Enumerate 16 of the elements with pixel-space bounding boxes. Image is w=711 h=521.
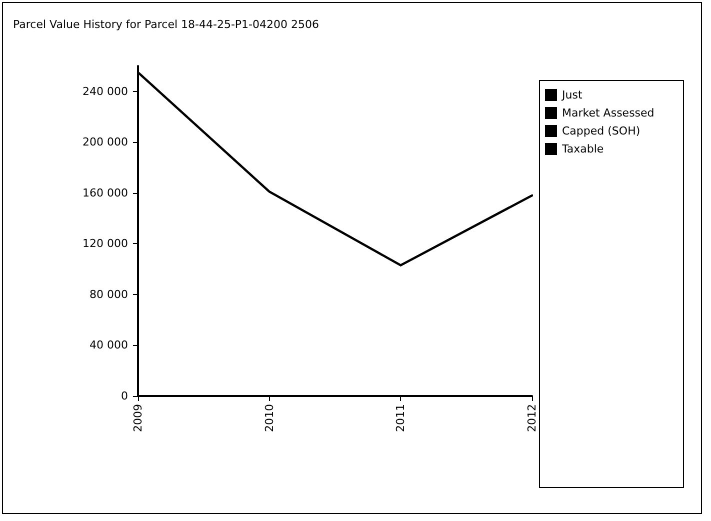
y-tick-label: 240 000 <box>82 84 128 98</box>
x-tick-label: 2012 <box>526 404 538 432</box>
x-tick-label: 2010 <box>262 404 276 432</box>
y-tick-label: 40 000 <box>90 338 128 352</box>
y-tick-label: 0 <box>121 390 128 402</box>
y-tick-label: 120 000 <box>82 237 128 250</box>
legend-label: Taxable <box>561 142 604 156</box>
x-tick-label: 2009 <box>132 404 144 432</box>
chart-title: Parcel Value History for Parcel 18-44-25-P1-04200 2506 <box>13 18 319 31</box>
y-tick-label: 80 000 <box>90 288 128 301</box>
x-tick-label: 2011 <box>394 404 408 432</box>
legend-label: Just <box>561 88 583 102</box>
legend-label: Market Assessed <box>562 106 654 120</box>
legend-label: Capped (SOH) <box>562 124 640 138</box>
y-tick-label: 200 000 <box>82 136 128 149</box>
y-tick-label: 160 000 <box>82 186 128 200</box>
